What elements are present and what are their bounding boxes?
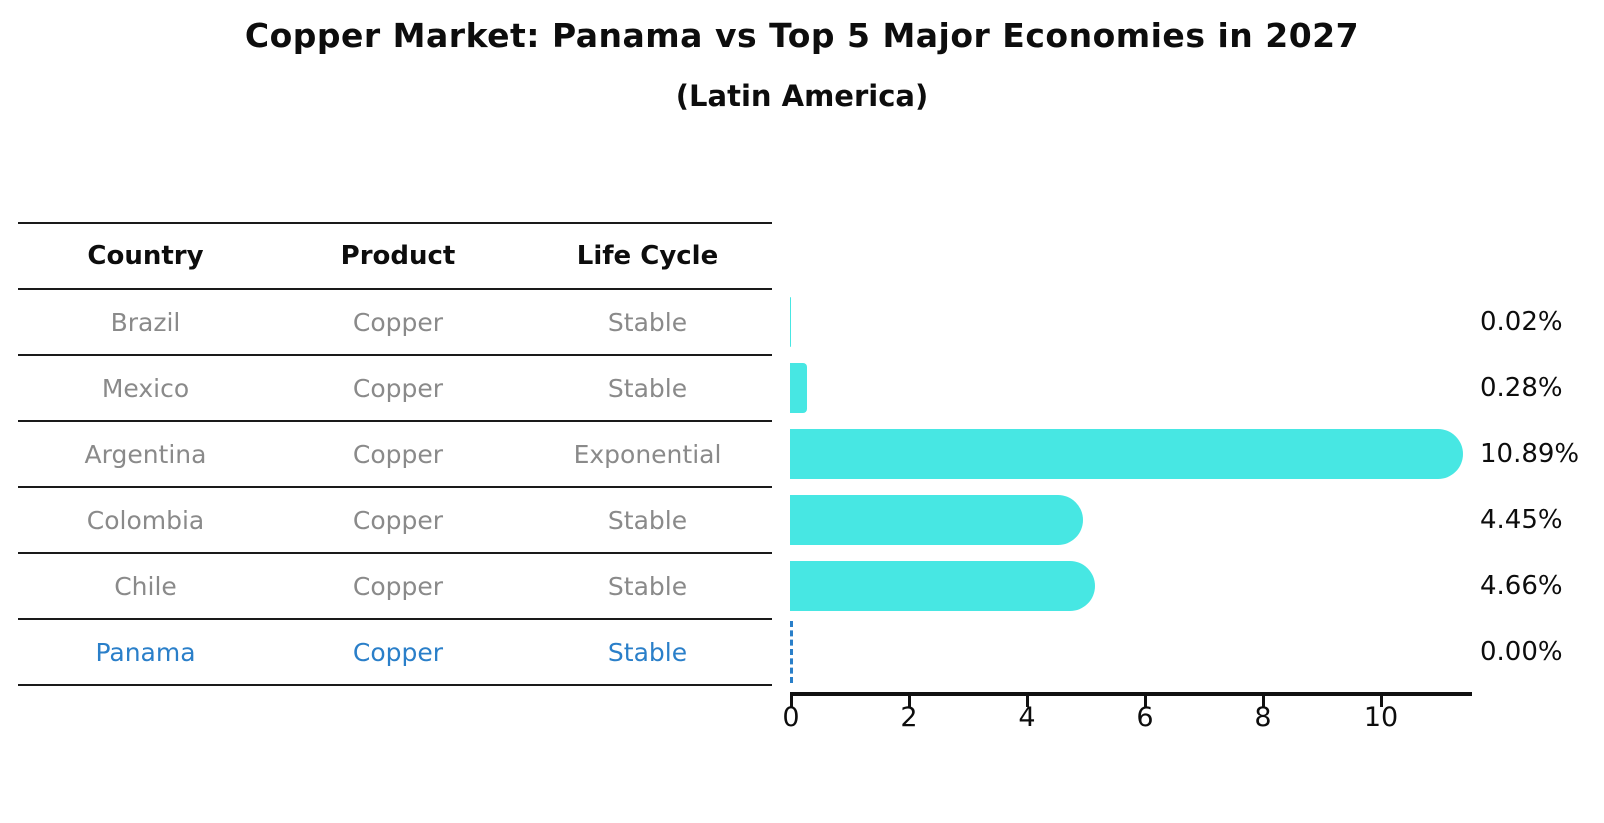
country-cell: Mexico (101, 373, 190, 403)
x-tick-mark (1026, 696, 1029, 707)
x-tick-mark (1380, 696, 1383, 707)
product-cell: Copper (352, 373, 444, 403)
table-rule-line (18, 222, 772, 224)
product-cell: Copper (352, 439, 444, 469)
table-rule-line (18, 552, 772, 554)
x-tick-label: 6 (1136, 702, 1154, 733)
bar-row (790, 355, 1470, 421)
life-cycle-cell: Stable (607, 307, 688, 337)
table-row: Brazil Copper Stable (18, 289, 772, 355)
zero-value-dashed-line (790, 621, 793, 683)
country-table: Country Product Life Cycle Brazil Copper… (18, 222, 772, 686)
page-title: Copper Market: Panama vs Top 5 Major Eco… (244, 16, 1360, 55)
life-cycle-cell: Exponential (573, 439, 722, 469)
country-cell: Brazil (110, 307, 181, 337)
bar-row (790, 553, 1470, 619)
table-row: Colombia Copper Stable (18, 487, 772, 553)
table-row: Mexico Copper Stable (18, 355, 772, 421)
column-header-life-cycle: Life Cycle (576, 241, 719, 271)
product-cell: Copper (352, 505, 444, 535)
life-cycle-cell: Stable (607, 571, 688, 601)
product-cell: Copper (352, 637, 444, 667)
life-cycle-cell: Stable (607, 637, 688, 667)
country-cell: Panama (95, 637, 196, 667)
bar-value-label: 0.02% (1480, 307, 1563, 337)
country-cell: Colombia (86, 505, 205, 535)
x-tick-label: 10 (1363, 702, 1399, 733)
x-tick-mark (1262, 696, 1265, 707)
bar-row (790, 289, 1470, 355)
x-axis-line (790, 692, 1472, 696)
x-tick-mark (790, 696, 793, 707)
bar-value-label: 4.45% (1480, 505, 1563, 535)
table-rule-line (18, 684, 772, 686)
country-cell: Chile (114, 571, 177, 601)
table-row: Argentina Copper Exponential (18, 421, 772, 487)
x-tick-mark (908, 696, 911, 707)
country-cell: Argentina (84, 439, 207, 469)
column-header-product: Product (340, 241, 456, 271)
product-cell: Copper (352, 307, 444, 337)
bar-row (790, 619, 1470, 685)
bar-colombia (790, 495, 1083, 545)
table-header-row: Country Product Life Cycle (18, 223, 772, 289)
x-tick-label: 4 (1018, 702, 1036, 733)
bar-plot-area (790, 289, 1470, 685)
x-tick-label: 0 (782, 702, 800, 733)
bar-value-label: 0.00% (1480, 637, 1563, 667)
bar-row (790, 487, 1470, 553)
bar-mexico (790, 363, 807, 413)
life-cycle-cell: Stable (607, 505, 688, 535)
table-rule-line (18, 486, 772, 488)
x-tick-label: 2 (900, 702, 918, 733)
table-row: Panama Copper Stable (18, 619, 772, 685)
table-rule-line (18, 618, 772, 620)
bar-chile (790, 561, 1095, 611)
bar-brazil (790, 297, 792, 347)
x-tick-mark (1144, 696, 1147, 707)
bar-value-label: 4.66% (1480, 571, 1563, 601)
table-rule-line (18, 288, 772, 290)
bar-value-label: 0.28% (1480, 373, 1563, 403)
bar-argentina (790, 429, 1463, 479)
life-cycle-cell: Stable (607, 373, 688, 403)
page-subtitle: (Latin America) (675, 79, 929, 113)
bar-value-label: 10.89% (1480, 439, 1580, 469)
table-row: Chile Copper Stable (18, 553, 772, 619)
column-header-country: Country (87, 241, 204, 271)
bar-row (790, 421, 1470, 487)
x-tick-label: 8 (1254, 702, 1272, 733)
table-rule-line (18, 354, 772, 356)
product-cell: Copper (352, 571, 444, 601)
table-rule-line (18, 420, 772, 422)
